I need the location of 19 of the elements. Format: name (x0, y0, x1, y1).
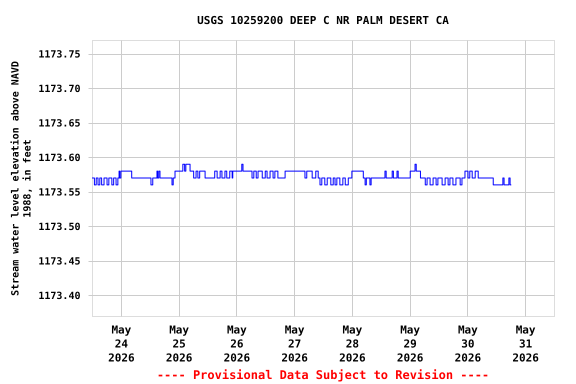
x-tick-label: May 30 2026 (454, 324, 482, 364)
y-tick-label: 1173.40 (38, 290, 80, 302)
y-tick-label: 1173.55 (38, 187, 80, 198)
x-tick-label: May 25 2026 (166, 324, 193, 364)
y-tick-label: 1173.50 (38, 222, 80, 233)
x-tick-label: May 26 2026 (224, 324, 250, 364)
x-tick-label: May 24 2026 (108, 324, 135, 364)
y-tick-label: 1173.65 (38, 118, 80, 130)
y-tick-label: 1173.45 (38, 256, 80, 268)
x-tick-label: May 29 2026 (396, 324, 424, 364)
y-tick-label: 1173.60 (38, 152, 80, 164)
x-tick-label: May 31 2026 (512, 324, 540, 364)
chart-title: USGS 10259200 DEEP C NR PALM DESERT CA (197, 14, 450, 27)
x-tick-label: May 28 2026 (339, 324, 366, 364)
y-axis-title: Stream water level elevation above NAVD 1988, in feet (9, 61, 34, 296)
y-tick-label: 1173.75 (38, 49, 80, 60)
text: ---- Provisional Data Subject to Revision ---- (156, 368, 490, 382)
y-tick-label: 1173.70 (38, 84, 80, 95)
x-tick-label: May 27 2026 (281, 324, 308, 364)
